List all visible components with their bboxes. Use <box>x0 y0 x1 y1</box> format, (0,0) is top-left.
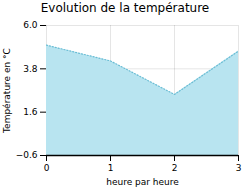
svg-text:3: 3 <box>236 163 242 173</box>
svg-text:1.6: 1.6 <box>23 107 38 117</box>
svg-text:2: 2 <box>172 163 178 173</box>
svg-text:Température en °C: Température en °C <box>2 48 12 134</box>
svg-text:0: 0 <box>44 163 50 173</box>
svg-text:1: 1 <box>108 163 114 173</box>
html-text:Evolution de la température: Evolution de la température <box>40 1 210 15</box>
svg-text:−0.6: −0.6 <box>16 150 38 160</box>
svg-text:3.8: 3.8 <box>23 64 38 74</box>
svg-text:6.0: 6.0 <box>23 20 38 30</box>
svg-text:heure par heure: heure par heure <box>106 177 179 187</box>
